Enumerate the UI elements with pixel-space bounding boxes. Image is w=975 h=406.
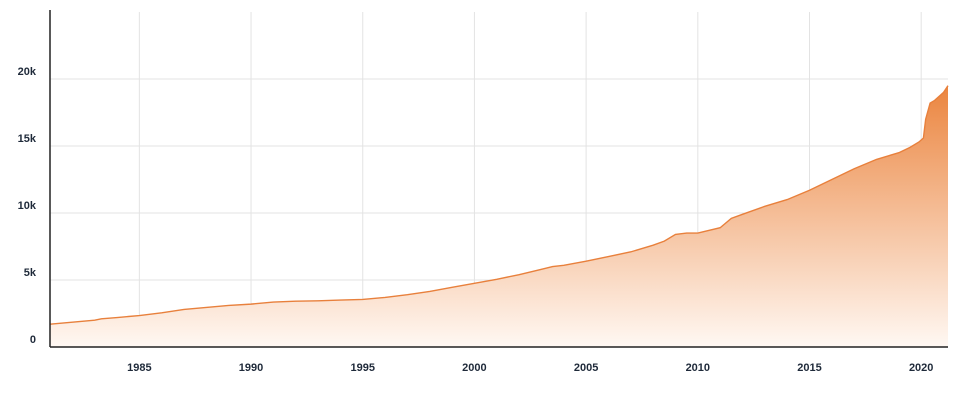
area-fill: [50, 85, 948, 347]
x-tick-label: 1995: [350, 362, 374, 374]
x-tick-label: 2010: [686, 362, 710, 374]
y-tick-label: 15k: [18, 133, 37, 145]
y-tick-label: 20k: [18, 66, 37, 78]
x-tick-label: 2015: [797, 362, 821, 374]
x-tick-label: 2020: [909, 362, 933, 374]
x-tick-label: 1985: [127, 362, 151, 374]
y-tick-label: 10k: [18, 200, 37, 212]
y-axis-tick-labels: 0 5k 10k 15k 20k: [18, 66, 37, 346]
y-tick-label: 5k: [24, 267, 37, 279]
x-tick-label: 2005: [574, 362, 598, 374]
x-axis-tick-labels: 1985 1990 1995 2000 2005 2010 2015 2020: [127, 362, 933, 374]
series-line: [49, 85, 949, 325]
y-tick-label: 0: [30, 334, 36, 346]
axes: [49, 10, 948, 348]
x-tick-label: 2000: [462, 362, 486, 374]
grid-lines: [50, 12, 948, 347]
x-tick-label: 1990: [239, 362, 263, 374]
series-area: [49, 85, 949, 347]
